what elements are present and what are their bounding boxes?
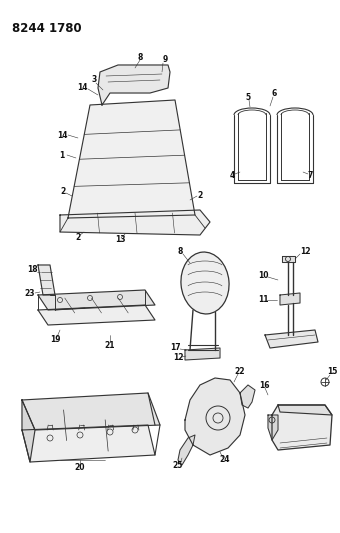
Text: 13: 13 <box>115 236 125 245</box>
Text: 2: 2 <box>198 190 203 199</box>
Text: 20: 20 <box>75 463 85 472</box>
Text: 23: 23 <box>25 288 35 297</box>
Text: 12: 12 <box>173 353 183 362</box>
Polygon shape <box>38 265 55 295</box>
Text: 24: 24 <box>220 456 230 464</box>
Text: 9: 9 <box>163 55 168 64</box>
Text: 25: 25 <box>173 462 183 471</box>
Polygon shape <box>68 100 195 218</box>
Text: 12: 12 <box>300 247 310 256</box>
Text: 11: 11 <box>258 295 268 304</box>
Polygon shape <box>272 405 332 450</box>
Text: 8244 1780: 8244 1780 <box>12 21 82 35</box>
Polygon shape <box>240 385 255 408</box>
Text: 8: 8 <box>137 52 143 61</box>
Text: 10: 10 <box>258 271 268 280</box>
Polygon shape <box>22 393 160 430</box>
Polygon shape <box>268 415 278 440</box>
Polygon shape <box>282 256 295 262</box>
Polygon shape <box>38 305 155 325</box>
Polygon shape <box>185 348 220 360</box>
Text: 2: 2 <box>75 233 81 243</box>
Text: 15: 15 <box>327 367 337 376</box>
Text: 19: 19 <box>50 335 60 344</box>
Polygon shape <box>22 425 155 462</box>
Polygon shape <box>60 210 210 235</box>
Polygon shape <box>280 293 300 305</box>
Text: 21: 21 <box>105 341 115 350</box>
Polygon shape <box>38 290 155 310</box>
Text: 14: 14 <box>77 83 87 92</box>
Text: 6: 6 <box>271 90 277 99</box>
Text: 2: 2 <box>61 188 66 197</box>
Polygon shape <box>278 405 332 415</box>
Text: 22: 22 <box>235 367 245 376</box>
Text: 3: 3 <box>91 76 97 85</box>
Polygon shape <box>178 435 195 465</box>
Text: 1: 1 <box>59 150 65 159</box>
Polygon shape <box>185 378 245 455</box>
Polygon shape <box>265 330 318 348</box>
Text: 16: 16 <box>259 381 269 390</box>
Text: 5: 5 <box>245 93 251 101</box>
Text: 18: 18 <box>27 265 37 274</box>
Polygon shape <box>22 400 35 462</box>
Text: 8: 8 <box>177 247 183 256</box>
Ellipse shape <box>181 252 229 314</box>
Text: 17: 17 <box>170 343 180 352</box>
Polygon shape <box>98 65 170 105</box>
Text: 14: 14 <box>57 131 67 140</box>
Text: 4: 4 <box>230 171 235 180</box>
Text: 7: 7 <box>307 171 313 180</box>
